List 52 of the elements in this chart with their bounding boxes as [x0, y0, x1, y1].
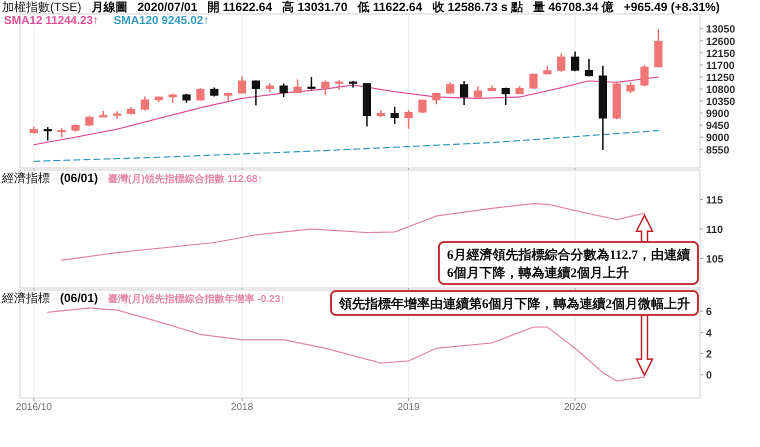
candlestick: [196, 87, 205, 102]
annotation: 領先指標年增率由連續第6個月下降，轉為連續2個月微幅上升: [338, 296, 690, 311]
y-tick-label: 110: [706, 224, 724, 236]
candlestick: [293, 78, 302, 94]
candlestick: [570, 50, 580, 72]
y-tick-label: 0: [706, 370, 712, 382]
y-tick-label: 6: [706, 306, 712, 318]
candlestick: [252, 80, 260, 106]
candlestick: [140, 96, 150, 112]
y-tick-label: 12150: [706, 48, 736, 60]
y-tick-label: 2: [706, 348, 712, 361]
candlestick: [44, 126, 52, 142]
y-tick-label: 115: [706, 194, 724, 206]
candlestick: [85, 115, 94, 127]
candlestick: [529, 72, 538, 90]
y-tick-label: 105: [706, 254, 724, 266]
header: 經濟指標 (06/01) 臺灣(月)領先指標綜合指數 112.68↑: [2, 171, 263, 185]
candlestick: [404, 109, 413, 130]
header: 經濟指標 (06/01) 臺灣(月)領先指標綜合指數年增率 -0.23↑: [2, 291, 286, 305]
candlestick: [626, 82, 635, 94]
candlestick: [390, 106, 399, 125]
y-tick-label: 9900: [706, 108, 730, 120]
candlestick: [432, 92, 440, 106]
y-tick-label: 13050: [706, 24, 736, 36]
y-tick-label: 11250: [706, 72, 735, 84]
y-tick-label: 9450: [706, 120, 730, 132]
y-tick-label: 11700: [706, 60, 735, 72]
x-tick-label: 2020: [564, 402, 587, 413]
y-tick-label: 9000: [706, 132, 730, 144]
candlestick: [584, 58, 594, 78]
x-tick-label: 2018: [230, 402, 254, 413]
candlestick: [460, 80, 468, 106]
candlestick: [280, 82, 288, 98]
candlestick: [307, 76, 316, 90]
candlestick: [418, 99, 427, 114]
y-tick-label: 4: [706, 327, 712, 340]
candlestick: [335, 79, 344, 91]
y-tick-label: 12600: [706, 36, 736, 48]
candlestick: [58, 128, 66, 138]
x-tick-label: 2016/10: [16, 402, 52, 413]
y-tick-label: 10350: [706, 96, 736, 108]
candlestick: [502, 86, 510, 106]
candlestick: [640, 64, 649, 88]
annotation: 6月經濟領先指標綜合分數為112.7，由連續6個月下降，轉為連續2個月上升: [446, 247, 690, 280]
candlestick: [474, 86, 482, 100]
candlestick: [557, 52, 566, 73]
candlestick: [321, 80, 330, 96]
y-tick-label: 10800: [706, 84, 736, 96]
candlestick: [168, 92, 177, 104]
y-tick-label: 8550: [706, 144, 730, 156]
x-tick-label: 2019: [397, 402, 420, 413]
candlestick: [238, 76, 246, 94]
